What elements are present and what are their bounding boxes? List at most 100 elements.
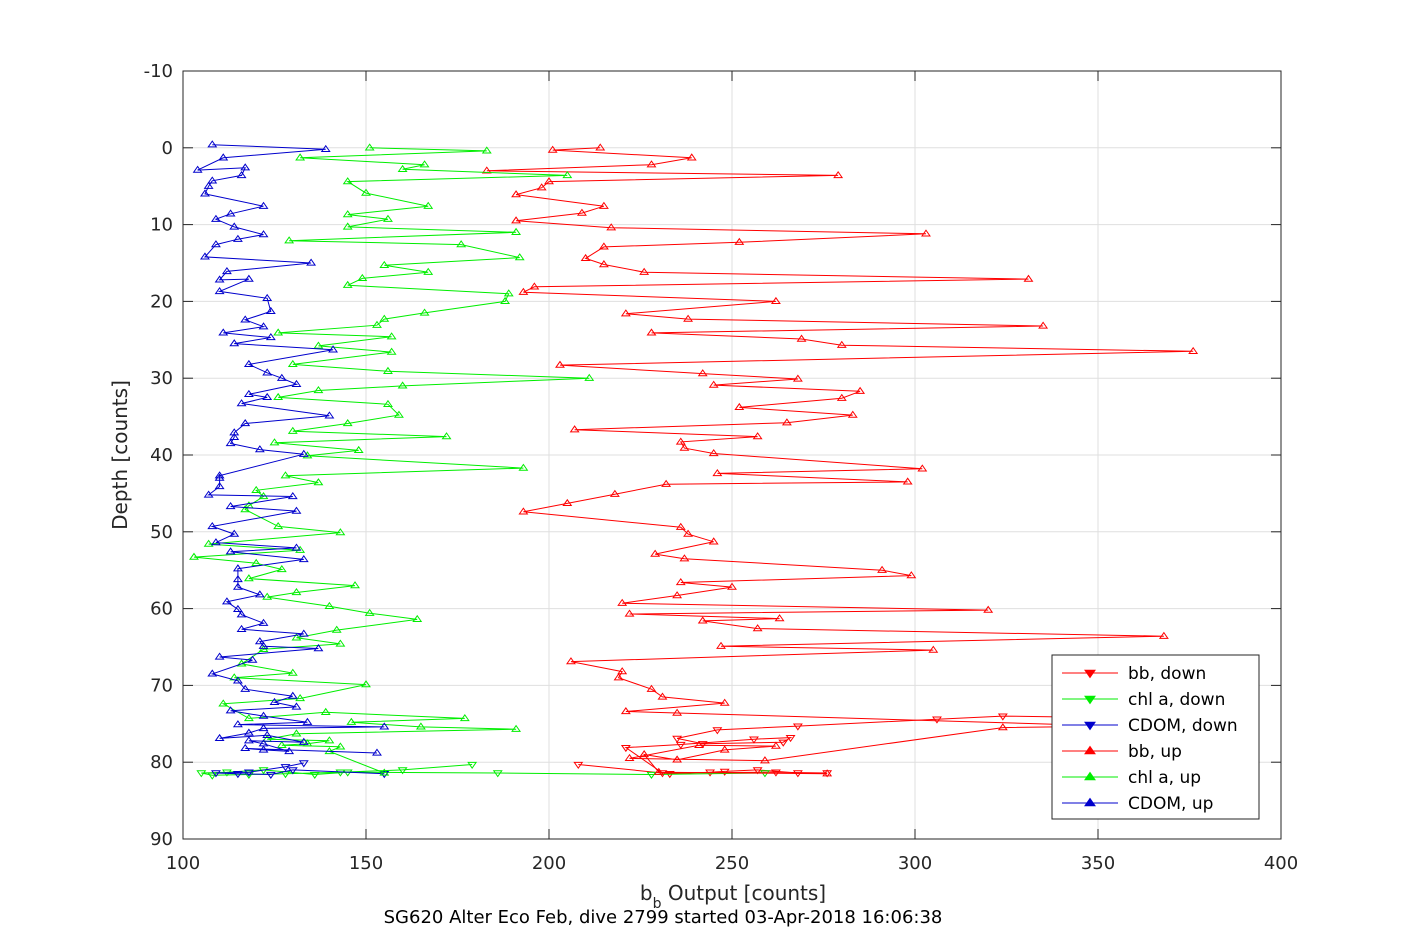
data-point: [624, 753, 635, 762]
data-point: [258, 618, 269, 626]
data-point: [518, 287, 529, 295]
data-point: [833, 170, 844, 179]
data-point: [716, 641, 726, 649]
data-point: [672, 708, 683, 716]
data-point: [686, 153, 697, 161]
data-point: [415, 722, 426, 730]
data-point: [719, 768, 730, 776]
data-point: [752, 432, 763, 440]
data-point: [708, 537, 719, 545]
data-point: [313, 644, 324, 652]
data-point: [518, 463, 529, 471]
legend-marker: [1084, 695, 1096, 705]
data-point: [269, 438, 280, 446]
y-tick-label: -10: [144, 61, 173, 82]
data-point: [675, 522, 686, 530]
data-point: [298, 554, 309, 563]
data-point: [335, 639, 346, 647]
data-point: [262, 293, 273, 301]
data-point: [646, 771, 657, 779]
data-point: [481, 166, 492, 174]
x-axis-label-subscript: b: [653, 896, 662, 912]
data-point: [672, 591, 683, 599]
data-point: [200, 189, 210, 197]
data-point: [598, 201, 609, 209]
data-point: [243, 274, 254, 282]
data-point: [562, 498, 573, 507]
data-point: [932, 716, 942, 724]
data-point: [847, 410, 858, 418]
data-point: [276, 564, 287, 573]
data-point: [251, 558, 262, 566]
data-point: [503, 289, 514, 297]
data-point: [320, 144, 331, 152]
data-point: [397, 381, 408, 389]
data-point: [569, 425, 580, 433]
y-tick-label: 80: [150, 752, 173, 773]
data-point: [752, 767, 763, 775]
data-point: [243, 574, 254, 582]
data-point: [774, 614, 785, 622]
data-point: [207, 521, 218, 530]
data-point: [383, 214, 393, 222]
data-point: [240, 743, 251, 752]
data-point: [372, 320, 382, 328]
data-point: [254, 445, 265, 453]
x-axis-label-rest: Output [counts]: [661, 881, 826, 905]
data-point: [419, 308, 430, 316]
data-point: [232, 720, 243, 728]
data-point: [196, 770, 207, 778]
data-point: [291, 587, 302, 596]
legend-entry-label: bb, up: [1128, 742, 1182, 762]
data-point: [218, 699, 229, 707]
data-point: [712, 727, 723, 735]
data-point: [386, 332, 397, 340]
data-point: [287, 359, 298, 368]
data-point: [759, 756, 770, 764]
data-point: [342, 210, 353, 218]
data-point: [653, 767, 664, 775]
data-point: [291, 702, 302, 710]
data-point: [350, 581, 360, 589]
data-point: [306, 258, 317, 266]
data-point: [719, 745, 730, 753]
data-point: [273, 392, 284, 401]
data-point: [646, 160, 657, 168]
data-point: [423, 201, 434, 209]
data-point: [258, 230, 269, 238]
y-tick-label: 10: [150, 215, 173, 236]
data-point: [902, 477, 913, 485]
data-point: [346, 717, 357, 725]
data-point: [492, 770, 503, 778]
data-point: [313, 478, 324, 486]
data-point: [291, 633, 302, 641]
data-point: [759, 770, 770, 778]
data-point: [609, 489, 620, 497]
data-point: [697, 369, 708, 377]
data-point: [302, 739, 313, 747]
data-point: [240, 419, 251, 427]
data-point: [357, 273, 368, 282]
data-point: [276, 373, 287, 381]
y-tick-label: 60: [150, 599, 173, 620]
data-point: [302, 717, 313, 725]
data-point: [335, 769, 346, 777]
data-point: [291, 729, 302, 737]
data-point: [254, 637, 265, 645]
data-point: [236, 624, 247, 632]
data-point: [361, 188, 371, 196]
data-point: [229, 432, 240, 440]
data-point: [207, 176, 218, 184]
data-point: [284, 746, 295, 755]
y-tick-label: 90: [150, 829, 173, 850]
data-point: [379, 768, 390, 776]
data-point: [232, 574, 243, 583]
data-point: [258, 322, 269, 330]
data-point: [298, 629, 309, 637]
legend-entry-label: bb, down: [1128, 664, 1206, 684]
data-point: [770, 296, 781, 305]
data-point: [243, 769, 254, 777]
legend-entry-label: chl a, down: [1128, 690, 1225, 710]
data-point: [203, 539, 214, 547]
data-point: [584, 373, 595, 381]
